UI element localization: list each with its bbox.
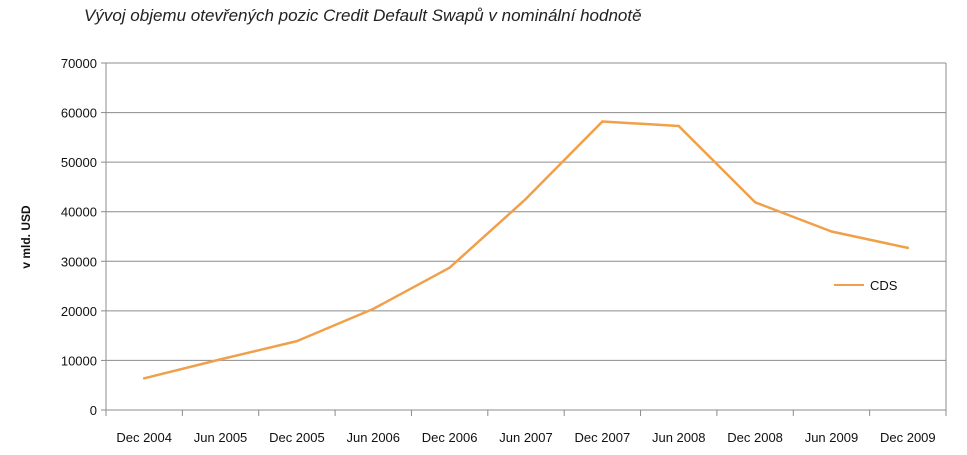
data-point-0-5 xyxy=(524,197,528,201)
x-tick-label-4: Dec 2006 xyxy=(422,430,478,445)
y-tick-label-2: 20000 xyxy=(61,304,97,319)
data-point-0-7 xyxy=(677,124,680,128)
x-tick-label-1: Jun 2005 xyxy=(194,430,248,445)
x-tick-label-8: Dec 2008 xyxy=(727,430,783,445)
y-tick-labels: 0 10000 20000 30000 40000 50000 60000 70000 xyxy=(61,56,97,418)
data-point-0-3 xyxy=(372,307,375,311)
y-tick-label-1: 10000 xyxy=(61,353,97,368)
data-point-0-8 xyxy=(753,201,757,204)
gridlines xyxy=(106,62,946,361)
data-point-0-9 xyxy=(830,230,833,233)
data-point-0-6 xyxy=(601,120,604,123)
y-tick-label-4: 40000 xyxy=(61,205,97,220)
legend-label-cds: CDS xyxy=(870,278,898,293)
y-tick-label-6: 60000 xyxy=(61,106,97,121)
x-tick-label-2: Dec 2005 xyxy=(269,430,325,445)
data-point-0-10 xyxy=(906,246,910,250)
x-tick-label-10: Dec 2009 xyxy=(880,430,936,445)
axes xyxy=(101,62,947,416)
series-lines xyxy=(142,120,910,380)
data-point-0-4 xyxy=(448,266,451,269)
y-tick-label-5: 50000 xyxy=(61,155,97,170)
x-tick-labels: Dec 2004 Jun 2005 Dec 2005 Jun 2006 Dec 2006… xyxy=(116,430,935,445)
chart-title: Vývoj objemu otevřených pozic Credit Def… xyxy=(84,6,642,25)
x-tick-label-9: Jun 2009 xyxy=(805,430,859,445)
x-tick-label-6: Dec 2007 xyxy=(575,430,631,445)
y-axis-title: v mld. USD xyxy=(19,205,33,269)
data-point-0-2 xyxy=(295,339,299,343)
y-tick-label-0: 0 xyxy=(90,403,97,418)
x-tick-label-5: Jun 2007 xyxy=(499,430,553,445)
y-tick-label-3: 30000 xyxy=(61,254,97,269)
series-line-0 xyxy=(142,120,910,380)
x-tick-label-0: Dec 2004 xyxy=(116,430,172,445)
data-point-0-0 xyxy=(142,377,146,380)
x-tick-label-3: Jun 2006 xyxy=(347,430,401,445)
legend: CDS xyxy=(834,278,898,293)
data-point-0-1 xyxy=(219,358,222,361)
x-tick-label-7: Jun 2008 xyxy=(652,430,706,445)
y-tick-label-7: 70000 xyxy=(61,56,97,71)
